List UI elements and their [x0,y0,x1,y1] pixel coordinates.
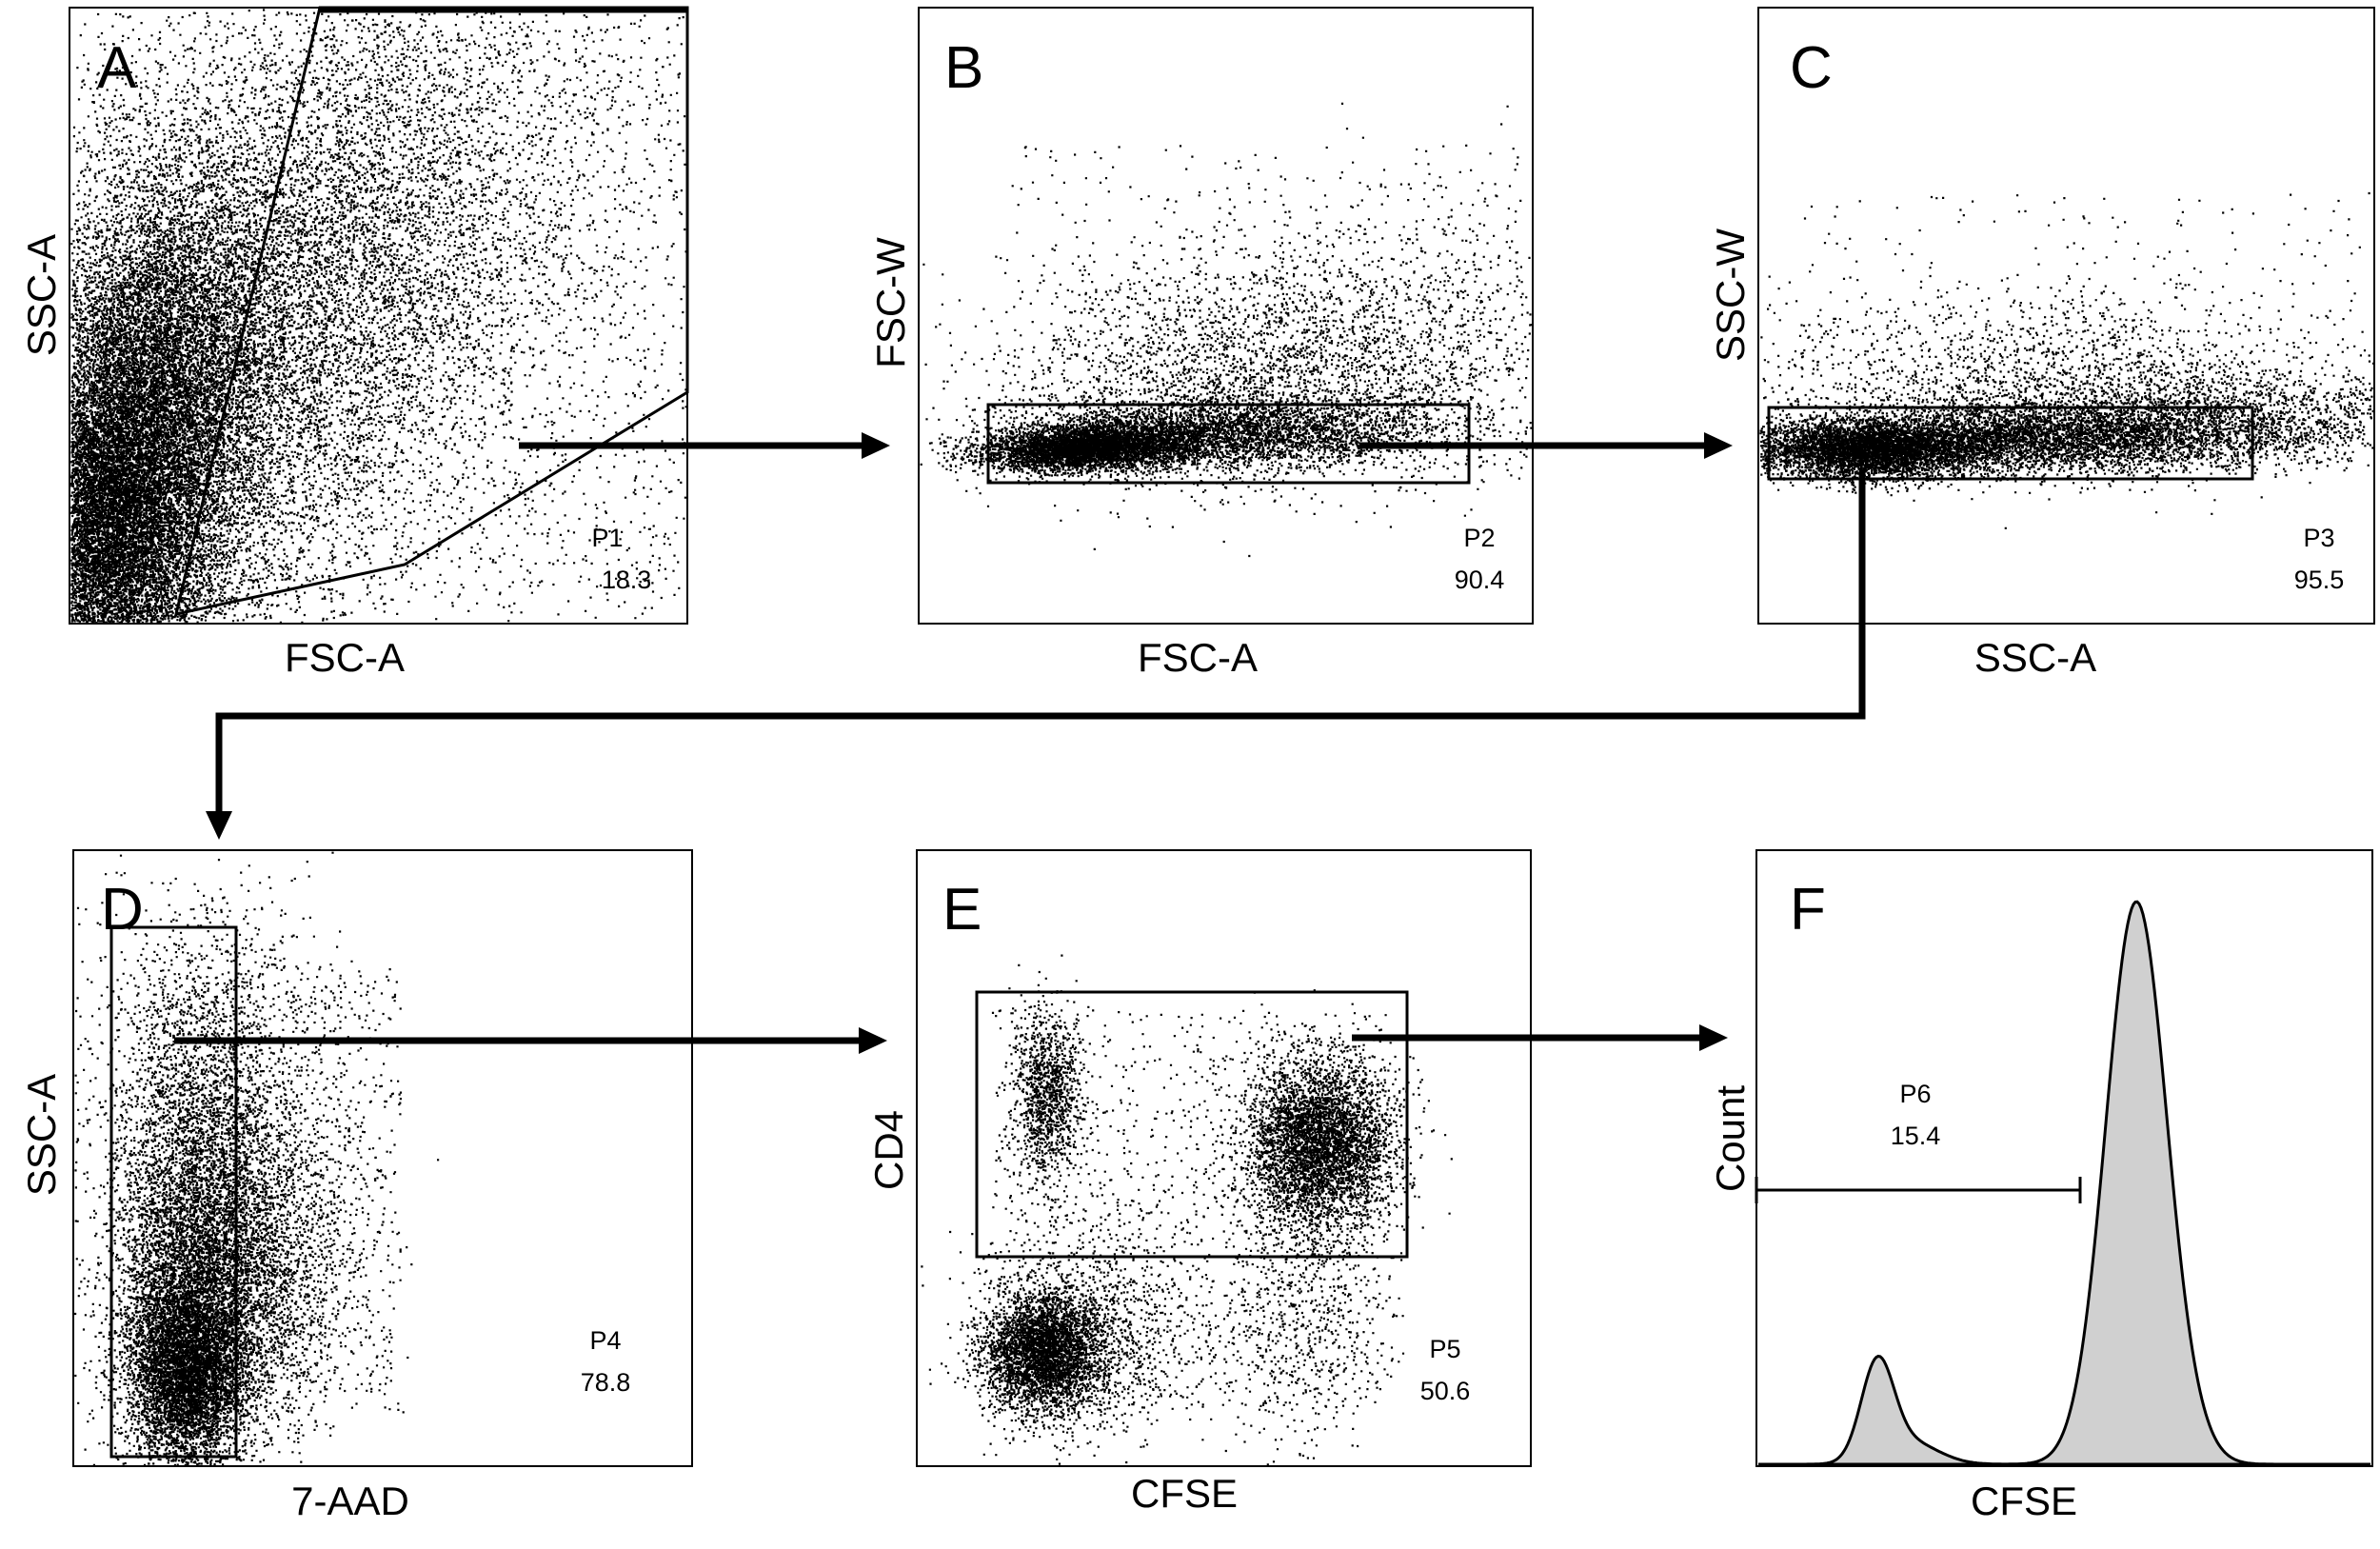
panel-e-x-label: CFSE [1131,1471,1238,1516]
panel-e-gate-percent: 50.6 [1420,1377,1471,1405]
panel-d-x-label: 7-AAD [291,1479,409,1523]
panel-c-gate-p3 [1767,406,2254,481]
panel-a-gate-percent: 18.3 [602,566,652,594]
panel-c-gate-name: P3 [2303,524,2334,552]
arrow-b-to-c-head [1704,432,1733,459]
panel-f-letter: F [1790,877,1826,943]
panel-a-letter: A [97,35,137,101]
panel-e-letter: E [942,877,982,943]
panel-c: C P3 95.5 SSC-A SSC-W [1708,7,2375,680]
dots-E-points [921,954,1453,1466]
panel-d: D P4 78.8 7-AAD SSC-A [19,849,693,1523]
panel-c-dots [1759,191,2375,529]
panel-b-gate-percent: 90.4 [1455,566,1505,594]
panel-f-gate-name: P6 [1899,1080,1931,1108]
panel-a: A P1 18.3 FSC-A SSC-A [19,6,689,680]
panel-a-dots [70,9,687,625]
panel-f-histogram [1758,900,2370,1466]
arrow-d-to-e-head [859,1027,887,1054]
dots-B-points [920,102,1533,558]
panel-c-frame [1757,7,2375,625]
panel-a-x-label: FSC-A [285,635,405,680]
panel-f: F P6 15.4 CFSE Count [1708,849,2373,1523]
panel-b-frame [918,7,1534,625]
panel-e-gate-p5 [975,990,1409,1259]
panel-b-letter: B [944,35,983,101]
panel-e-gate-name: P5 [1429,1335,1460,1363]
panel-d-frame [72,849,693,1467]
panel-f-frame [1755,849,2373,1467]
panel-b-y-label: FSC-W [868,237,913,368]
panel-f-y-label: Count [1708,1085,1753,1192]
panel-c-y-label: SSC-W [1708,228,1753,362]
panel-a-gate-name: P1 [591,524,623,552]
panel-a-y-label: SSC-A [19,234,64,356]
panel-e-frame [916,849,1532,1467]
panel-c-x-label: SSC-A [1974,635,2096,680]
panel-f-gate-percent: 15.4 [1891,1122,1941,1150]
panel-d-letter: D [101,877,144,943]
panel-b-x-label: FSC-A [1138,635,1258,680]
panel-b: B P2 90.4 FSC-A FSC-W [868,7,1534,680]
panel-e-dots [921,954,1453,1466]
panel-c-gate-percent: 95.5 [2294,566,2345,594]
panel-d-gate-name: P4 [589,1326,621,1355]
arrow-a-to-b-head [862,432,890,459]
panel-d-gate-percent: 78.8 [581,1368,631,1397]
dots-D-points [74,851,440,1466]
panel-d-gate-p4 [109,925,238,1459]
arrow-c-to-d-head [206,811,232,840]
arrow-e-to-f-head [1699,1024,1728,1051]
panel-b-gate-name: P2 [1463,524,1495,552]
panel-c-letter: C [1790,35,1833,101]
panel-a-frame [69,7,688,625]
panel-e: E P5 50.6 CFSE CD4 [866,849,1532,1516]
panel-d-dots [74,851,440,1466]
panel-e-y-label: CD4 [866,1110,911,1190]
panel-b-dots [920,102,1533,558]
flow-arrows [174,432,1866,1054]
dots-A-points [70,9,687,625]
panel-d-y-label: SSC-A [19,1074,64,1196]
panel-f-x-label: CFSE [1971,1479,2077,1523]
dots-C-points [1759,191,2375,529]
arrow-c-to-d-shaft [215,471,1866,814]
